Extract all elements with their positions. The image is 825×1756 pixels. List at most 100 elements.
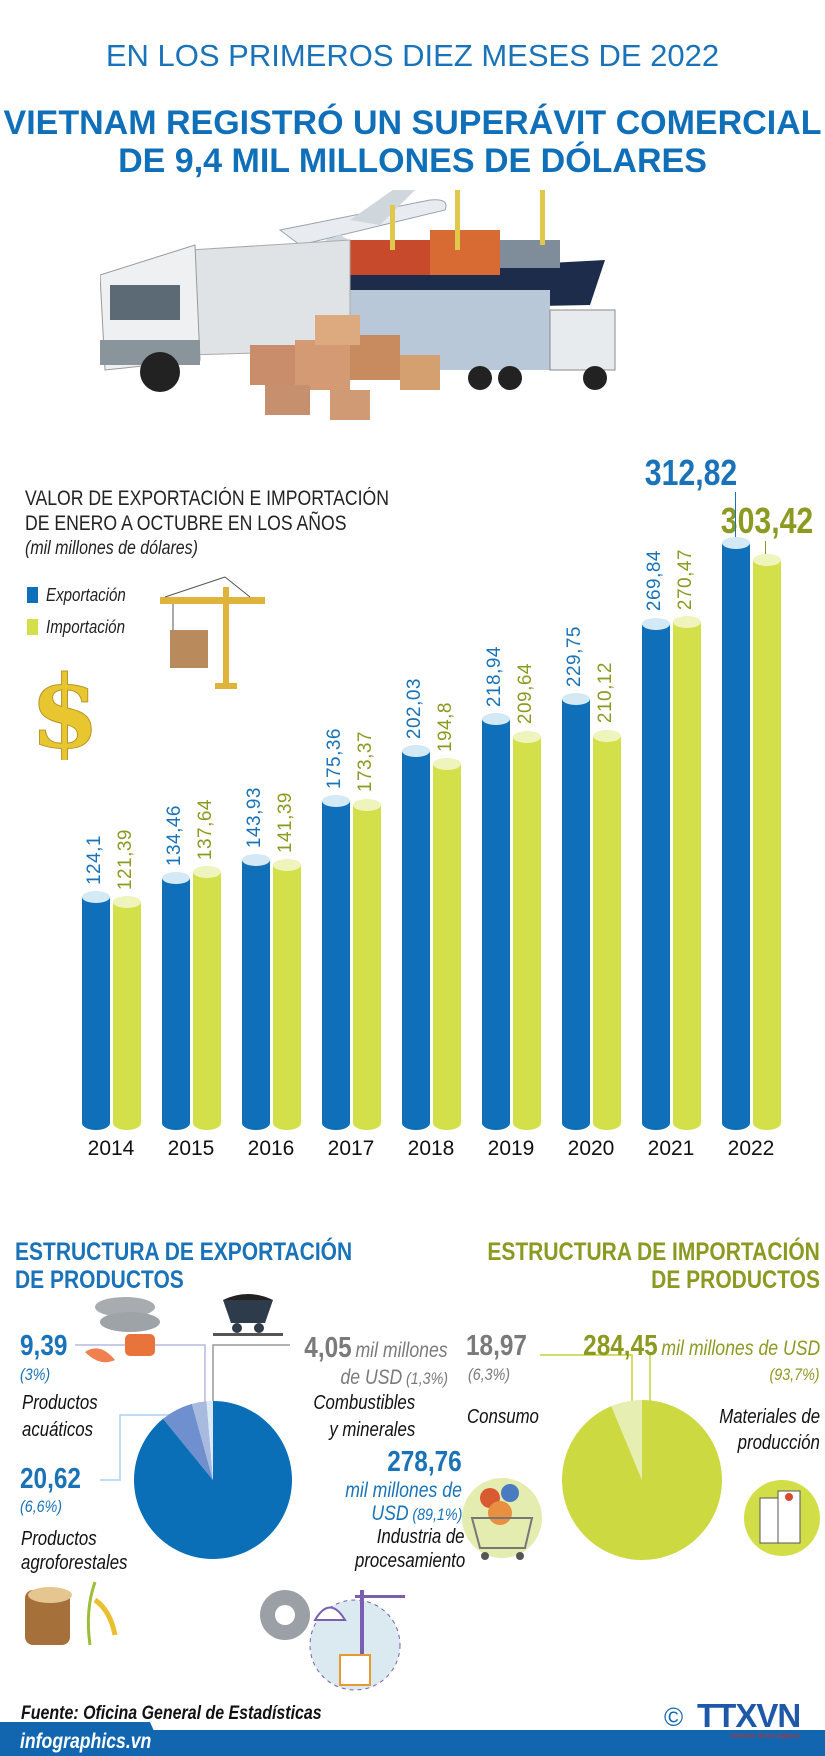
- materials-label-2: producción: [737, 1432, 820, 1454]
- year-label-2022: 2022: [727, 1137, 775, 1160]
- leader-line-export-2022: [735, 492, 736, 542]
- legend-label-export: Exportación: [46, 585, 126, 605]
- chart-title-line-2: DE ENERO A OCTUBRE EN LOS AÑOS: [25, 512, 347, 535]
- fuel-pct: (1,3%): [405, 1369, 448, 1388]
- boxes-icon: [250, 315, 440, 420]
- footer-tab: [0, 1722, 165, 1756]
- import-structure-title-1: ESTRUCTURA DE IMPORTACIÓN: [487, 1238, 820, 1266]
- year-label-2020: 2020: [567, 1137, 615, 1160]
- export-value-label-2019: 218,94: [484, 645, 505, 708]
- export-bar-cap-2018: [402, 744, 430, 757]
- wood-rice-icon: [25, 1581, 118, 1646]
- pie-charts: [134, 1400, 722, 1560]
- import-bar-cap-2019: [513, 730, 541, 743]
- import-bar-2017: [353, 804, 381, 1130]
- import-bar-cap-2022: [753, 554, 781, 567]
- export-value-label-2016: 143,93: [244, 786, 265, 848]
- shopping-cart-icon: [462, 1478, 542, 1560]
- import-value-label-2020: 210,12: [595, 662, 616, 724]
- aquatic-pct: (3%): [20, 1365, 51, 1384]
- export-structure-title-2: DE PRODUCTOS: [15, 1266, 184, 1294]
- export-bar-cap-2015: [162, 871, 190, 884]
- aquatic-value: 9,39: [20, 1330, 68, 1362]
- value-label-export-2022: 312,82: [644, 452, 738, 493]
- ttxvn-logo: TTXVN: [697, 1697, 801, 1734]
- import-bar-cap-2021: [673, 616, 701, 629]
- export-value-label-2020: 229,75: [564, 625, 585, 687]
- import-bar-cap-2016: [273, 858, 301, 871]
- import-bar-2014: [113, 902, 141, 1130]
- fuel-label-1: Combustibles: [313, 1392, 415, 1414]
- import-bar-cap-2014: [113, 896, 141, 909]
- site-link[interactable]: infographics.vn: [20, 1730, 152, 1753]
- import-value-label-2016: 141,39: [275, 791, 296, 853]
- export-bar-2021: [642, 623, 670, 1130]
- fuel-unit-2: de USD: [340, 1366, 403, 1389]
- agro-label-2: agroforestales: [21, 1552, 128, 1574]
- import-value-label-2018: 194,8: [435, 702, 456, 753]
- trade-illustration: [100, 190, 616, 420]
- agro-pct: (6,6%): [20, 1497, 63, 1516]
- processing-pct: (89,1%): [411, 1505, 462, 1524]
- import-pie-slice-1: [611, 1400, 642, 1480]
- export-value-label-2014: 124,1: [84, 835, 105, 886]
- export-bar-2019: [482, 719, 510, 1130]
- industry-icon: [260, 1590, 405, 1691]
- crane-icon: [160, 576, 265, 689]
- leader-line-import-2022: [765, 541, 766, 562]
- year-label-2015: 2015: [167, 1137, 215, 1160]
- import-pie-slice-0: [561, 1400, 722, 1560]
- year-label-2021: 2021: [647, 1137, 695, 1160]
- materials-value: 284,45: [582, 1330, 658, 1362]
- import-value-label-2017: 173,37: [355, 731, 376, 793]
- kicker: EN LOS PRIMEROS DIEZ MESES DE 2022: [105, 38, 720, 73]
- fuel-value-line: 4,05 mil millones: [305, 1334, 448, 1363]
- year-label-2017: 2017: [327, 1137, 375, 1160]
- export-bar-cap-2021: [642, 617, 670, 630]
- consumption-value: 18,97: [466, 1330, 527, 1362]
- import-bar-2015: [193, 871, 221, 1130]
- export-bar-2014: [82, 897, 110, 1130]
- export-value-label-2018: 202,03: [404, 677, 425, 739]
- processing-unit-1: mil millones de: [345, 1479, 462, 1502]
- export-value-label-2015: 134,46: [164, 804, 185, 866]
- processing-label-2: procesamiento: [354, 1550, 465, 1572]
- materials-label-1: Materiales de: [719, 1406, 820, 1428]
- fuel-unit-line: de USD (1,3%): [340, 1367, 448, 1388]
- export-bar-2016: [242, 859, 270, 1130]
- chart-subtitle: (mil millones de dólares): [25, 538, 198, 559]
- chart-title-line-1: VALOR DE EXPORTACIÓN E IMPORTACIÓN: [25, 487, 389, 510]
- import-bar-2020: [593, 735, 621, 1130]
- export-value-label-2021: 269,84: [644, 550, 665, 612]
- value-label-import-2022: 303,42: [720, 500, 814, 541]
- export-bar-cap-2022: [722, 536, 750, 549]
- export-structure-title-1: ESTRUCTURA DE EXPORTACIÓN: [15, 1238, 353, 1266]
- materials-value-line: 284,45 mil millones de USD: [583, 1332, 820, 1361]
- import-bar-2021: [673, 622, 701, 1130]
- import-bar-2019: [513, 736, 541, 1130]
- import-bar-cap-2015: [193, 865, 221, 878]
- processing-value: 278,76: [387, 1446, 462, 1478]
- export-bar-cap-2016: [242, 853, 270, 866]
- import-bar-2016: [273, 864, 301, 1130]
- export-pie-slice-1: [163, 1403, 213, 1480]
- seafood-icon: [85, 1297, 160, 1363]
- export-bar-2017: [322, 800, 350, 1130]
- legend-label-import: Importación: [46, 617, 125, 637]
- aquatic-label-1: Productos: [22, 1392, 98, 1414]
- svg-text:$: $: [30, 655, 100, 760]
- export-bar-cap-2017: [322, 794, 350, 807]
- year-label-2019: 2019: [487, 1137, 535, 1160]
- export-bar-cap-2014: [82, 891, 110, 904]
- raw-materials-icon: [744, 1480, 820, 1556]
- truck-icon: [100, 239, 351, 392]
- materials-unit: mil millones de USD: [661, 1337, 820, 1360]
- export-pie-slice-2: [191, 1401, 213, 1480]
- import-value-label-2019: 209,64: [515, 663, 536, 725]
- agro-label-1: Productos: [21, 1528, 97, 1550]
- source-note: Fuente: Oficina General de Estadísticas: [21, 1703, 322, 1724]
- export-bar-cap-2019: [482, 713, 510, 726]
- consumption-label: Consumo: [467, 1406, 539, 1428]
- coal-cart-icon: [213, 1294, 283, 1336]
